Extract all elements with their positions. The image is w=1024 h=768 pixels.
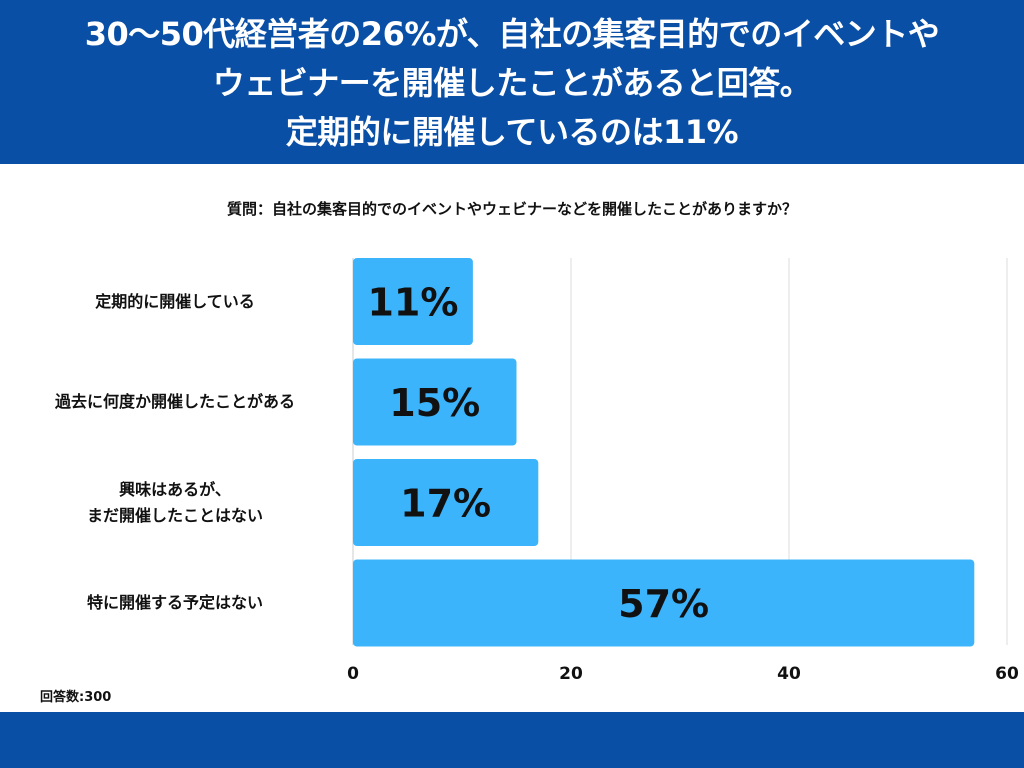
data-label-3: 17% <box>400 482 491 526</box>
data-label-2: 15% <box>389 381 480 425</box>
category-label-line: 特に開催する予定はない <box>86 593 263 612</box>
category-label-line: まだ開催したことはない <box>86 505 263 525</box>
category-label-4: 特に開催する予定はない <box>10 590 340 616</box>
title-banner: 30〜50代経営者の26%が、自社の集客目的でのイベントや ウェビナーを開催した… <box>0 0 1024 164</box>
x-tick-label: 60 <box>995 664 1019 684</box>
respondents-note: 回答数:300 <box>40 690 112 705</box>
title-line-1: 30〜50代経営者の26%が、自社の集客目的でのイベントや <box>84 14 940 53</box>
footer-bar <box>0 712 1024 768</box>
survey-question: 質問：自社の集客目的でのイベントやウェビナーなどを開催したことがありますか？ <box>226 200 797 218</box>
category-label-1: 定期的に開催している <box>10 289 340 315</box>
category-label-3: 興味はあるが、まだ開催したことはない <box>10 477 340 529</box>
x-tick-label: 0 <box>347 664 359 684</box>
x-tick-label: 20 <box>559 664 583 684</box>
category-label-line: 興味はあるが、 <box>119 479 231 499</box>
category-label-line: 定期的に開催している <box>95 291 255 311</box>
x-tick-label: 40 <box>777 664 801 684</box>
bar-2 <box>353 358 517 446</box>
data-label-1: 11% <box>367 281 458 325</box>
category-label-2: 過去に何度か開催したことがある <box>10 389 340 415</box>
bar-4 <box>353 559 975 647</box>
category-label-line: 過去に何度か開催したことがある <box>54 392 295 411</box>
bar-1 <box>353 258 473 345</box>
data-label-4: 57% <box>618 582 709 626</box>
title-line-2: ウェビナーを開催したことがあると回答。 <box>212 63 812 102</box>
bar-3 <box>353 459 539 546</box>
title-line-3: 定期的に開催しているのは11% <box>285 112 739 151</box>
